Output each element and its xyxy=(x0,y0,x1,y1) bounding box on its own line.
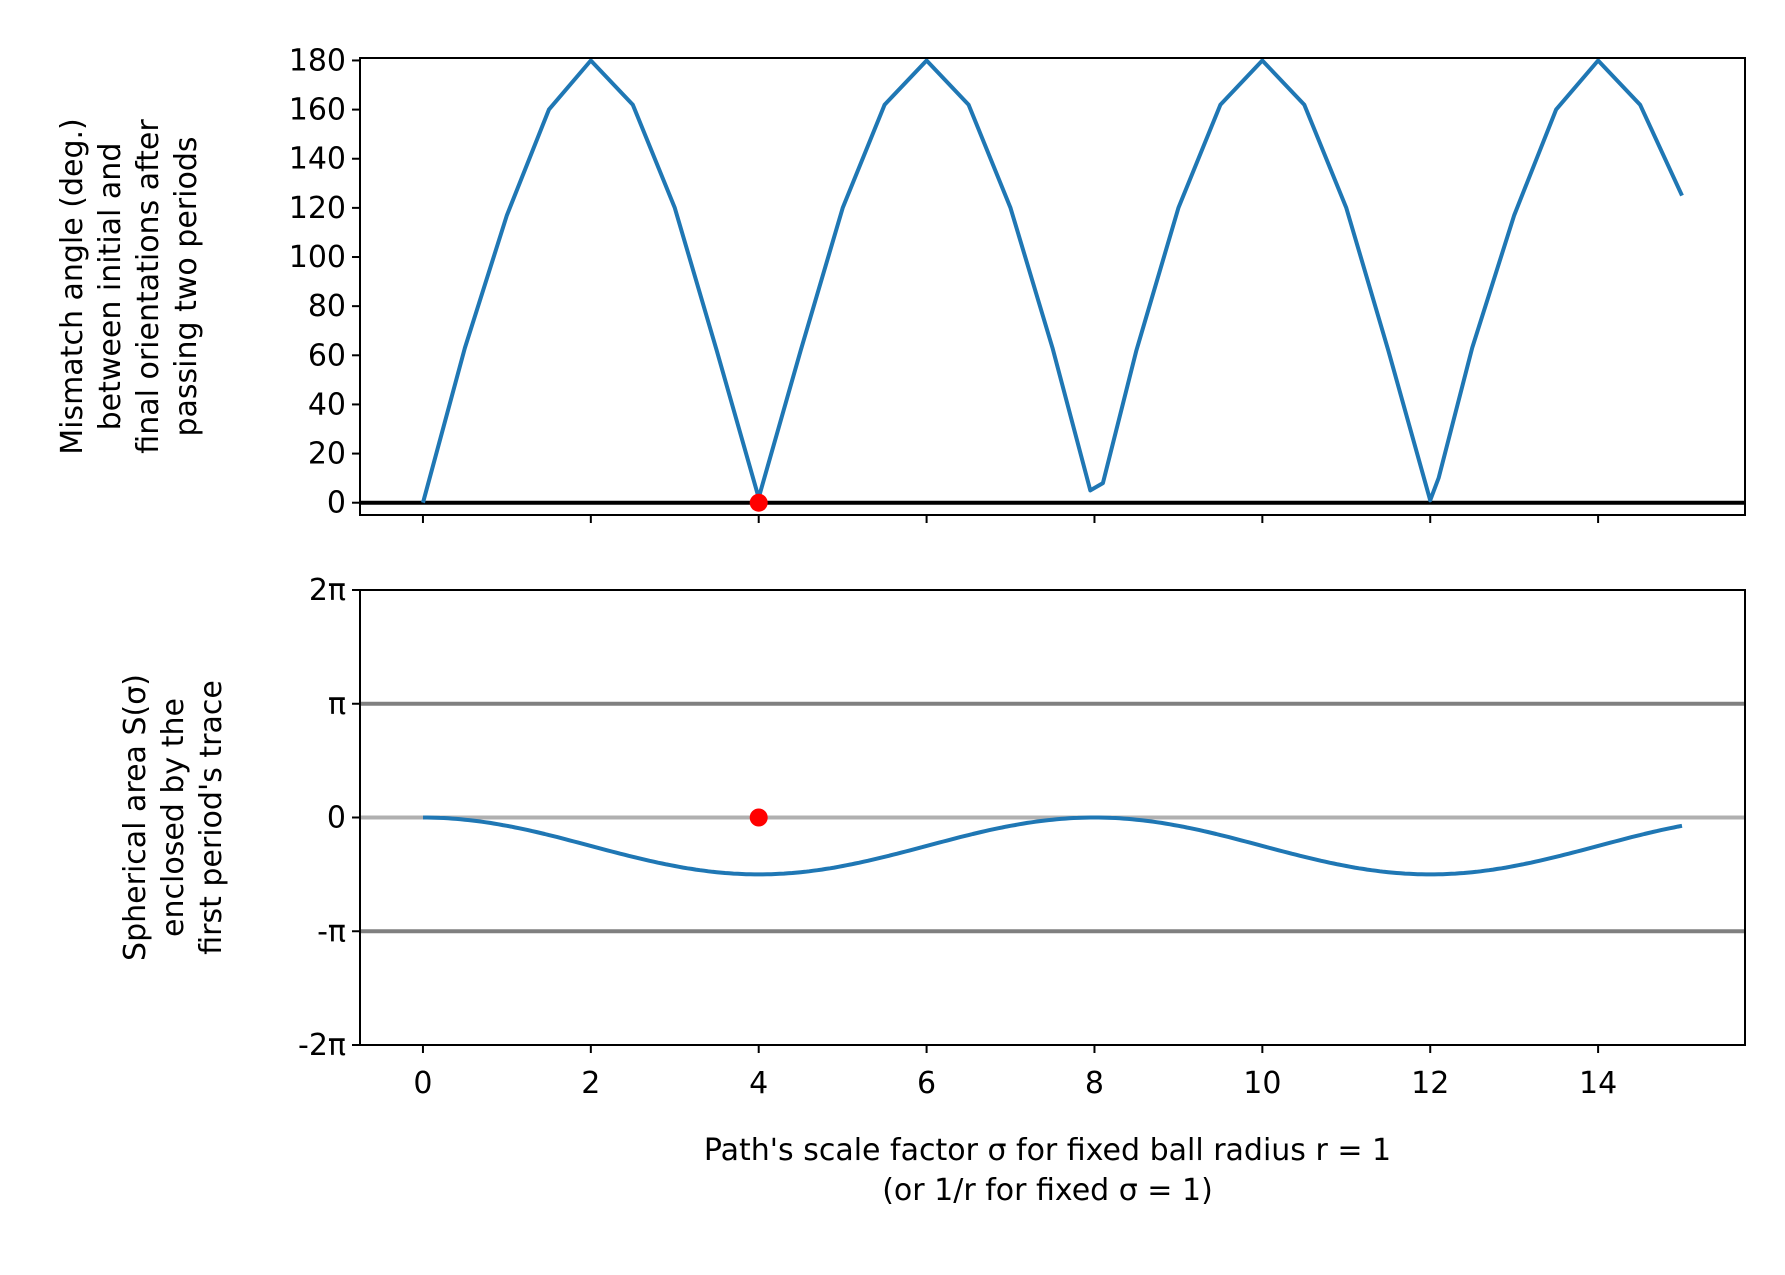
top-y-tick-label-3: 60 xyxy=(308,338,346,373)
bottom-y-tick-label-2: 0 xyxy=(327,801,346,836)
bottom-y-tick-label-0: -2π xyxy=(298,1028,346,1063)
top-y-tick-label-1: 20 xyxy=(308,437,346,472)
bottom-marker-point-0 xyxy=(749,808,768,827)
bottom-y-axis-label-line: enclosed by the xyxy=(156,698,191,937)
top-y-tick-label-9: 180 xyxy=(289,43,346,78)
bottom-x-tick-label-0: 0 xyxy=(413,1066,432,1101)
bottom-series-line xyxy=(423,815,1683,877)
axis-label-line: Path's scale factor σ for fixed ball rad… xyxy=(704,1133,1391,1168)
top-axes-frame xyxy=(359,57,1746,516)
top-y-tick-label-8: 160 xyxy=(289,93,346,128)
bottom-y-tick-label-1: -π xyxy=(317,914,346,949)
top-y-tick-label-2: 40 xyxy=(308,387,346,422)
top-y-axis-label: Mismatch angle (deg.) between initial and… xyxy=(55,118,204,455)
bottom-x-tick-label-7: 14 xyxy=(1579,1066,1617,1101)
top-panel: 0 20 40 60 80 100 120 140 160 180 xyxy=(289,43,1746,523)
bottom-y-tick-label-4: 2π xyxy=(309,573,346,608)
top-y-tick-label-0: 0 xyxy=(327,486,346,521)
bottom-y-axis-label-line: Spherical area S(σ) xyxy=(118,674,153,961)
top-series-line xyxy=(421,58,1684,504)
bottom-y-tick-label-3: π xyxy=(328,687,346,722)
axis-label-line: (or 1/r for fixed σ = 1) xyxy=(882,1173,1213,1208)
top-y-axis-label-line: passing two periods xyxy=(169,137,204,437)
bottom-x-axis-label: Path's scale factor σ for fixed ball rad… xyxy=(704,1133,1391,1208)
bottom-y-axis-label: Spherical area S(σ) enclosed by the first … xyxy=(118,674,229,961)
top-y-axis-label-line: between initial and xyxy=(93,143,128,431)
top-y-tick-label-6: 120 xyxy=(289,191,346,226)
top-y-tick-label-5: 100 xyxy=(289,240,346,275)
bottom-x-tick-label-6: 12 xyxy=(1411,1066,1449,1101)
bottom-y-axis-label-line: first period's trace xyxy=(194,680,229,955)
bottom-panel: -2π -π 0 π 2π 0 2 4 6 8 10 12 14 xyxy=(298,573,1746,1101)
top-y-axis-label-line: Mismatch angle (deg.) xyxy=(55,118,90,455)
top-marker-point-0 xyxy=(749,493,768,512)
top-y-tick-label-7: 140 xyxy=(289,142,346,177)
top-y-tick-label-4: 80 xyxy=(308,289,346,324)
bottom-x-tick-label-2: 4 xyxy=(749,1066,768,1101)
bottom-x-tick-label-1: 2 xyxy=(581,1066,600,1101)
bottom-x-tick-label-5: 10 xyxy=(1243,1066,1281,1101)
bottom-x-tick-label-4: 8 xyxy=(1085,1066,1104,1101)
bottom-x-tick-label-3: 6 xyxy=(917,1066,936,1101)
top-y-axis-label-line: final orientations after xyxy=(131,119,166,454)
